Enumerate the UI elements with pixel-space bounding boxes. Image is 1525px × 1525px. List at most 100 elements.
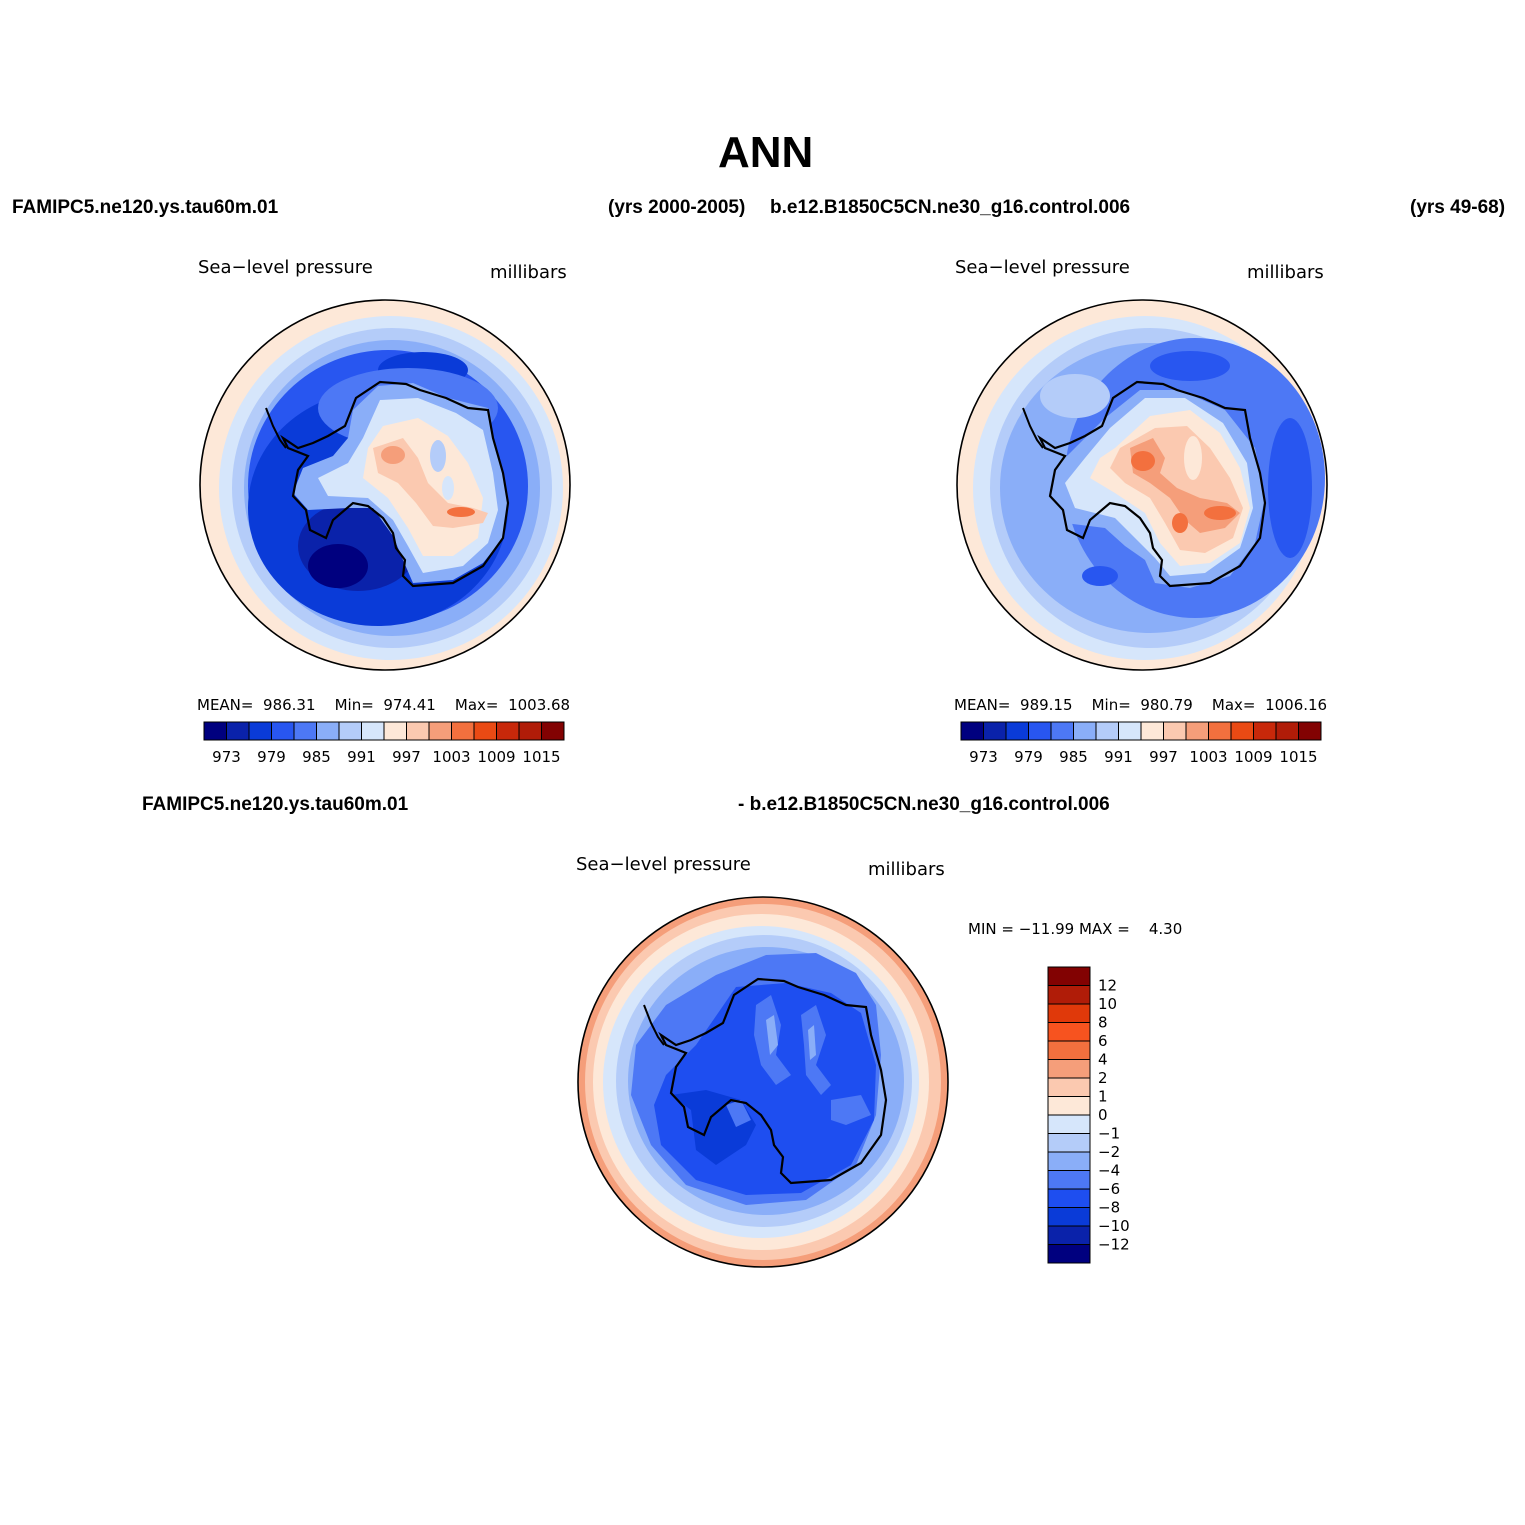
colorbar-swatch xyxy=(496,721,520,741)
colorbar-swatch xyxy=(1073,721,1097,741)
colorbar-tick-label: −2 xyxy=(1098,1143,1120,1161)
colorbar-swatch xyxy=(226,721,250,741)
colorbar-swatch xyxy=(541,721,565,741)
colorbar-tick-label: 1003 xyxy=(432,748,470,766)
colorbar-swatch xyxy=(1047,1207,1091,1227)
colorbar-tick-label: 979 xyxy=(257,748,286,766)
colorbar-tick-label: 2 xyxy=(1098,1069,1108,1087)
colorbar-tick-label: 1015 xyxy=(522,748,560,766)
colorbar-swatch xyxy=(361,721,385,741)
colorbar-swatch xyxy=(1047,1096,1091,1116)
colorbar-tick-label: 8 xyxy=(1098,1014,1108,1032)
colorbar-tick-label: 973 xyxy=(969,748,998,766)
colorbar-swatch xyxy=(1298,721,1322,741)
panel2-max: 1006.16 xyxy=(1265,696,1328,714)
colorbar-swatch xyxy=(1118,721,1142,741)
colorbar-tick-label: −1 xyxy=(1098,1125,1120,1143)
panel2-min-label: Min= xyxy=(1091,696,1131,714)
colorbar-swatch xyxy=(1047,1170,1091,1190)
antarctica-coastline-1 xyxy=(280,380,510,588)
colorbar-swatch xyxy=(1140,721,1164,741)
peninsula-coastline-1 xyxy=(265,407,287,449)
colorbar-swatch xyxy=(1253,721,1277,741)
colorbar-tick-label: −12 xyxy=(1098,1236,1130,1254)
colorbar-swatch xyxy=(1047,1077,1091,1097)
colorbar-swatch xyxy=(316,721,340,741)
colorbar-tick-label: 997 xyxy=(1149,748,1178,766)
panel3-stats: MIN = −11.99 MAX = 4.30 xyxy=(968,920,1183,938)
colorbar-swatch xyxy=(960,721,984,741)
colorbar-tick-label: 985 xyxy=(302,748,331,766)
case1-years: (yrs 2000-2005) xyxy=(608,197,746,218)
colorbar-swatch xyxy=(1050,721,1074,741)
colorbar-tick-label: 10 xyxy=(1098,995,1117,1013)
case2-name: b.e12.B1850C5CN.ne30_g16.control.006 xyxy=(770,197,1131,218)
antarctica-coastline-2 xyxy=(1037,380,1267,588)
colorbar-swatch xyxy=(271,721,295,741)
colorbar-tick-label: −10 xyxy=(1098,1217,1130,1235)
panel1-stats: MEAN= 986.31 Min= 974.41 Max= 1003.68 xyxy=(197,696,570,714)
colorbar-tick-label: 1 xyxy=(1098,1088,1108,1106)
colorbar-tick-label: 973 xyxy=(212,748,241,766)
panel2-stats: MEAN= 989.15 Min= 980.79 Max= 1006.16 xyxy=(954,696,1327,714)
colorbar-swatch xyxy=(1208,721,1232,741)
panel1-units: millibars xyxy=(490,262,567,283)
colorbar-tick-label: 979 xyxy=(1014,748,1043,766)
colorbar-swatch xyxy=(428,721,452,741)
colorbar-swatch xyxy=(1095,721,1119,741)
diff-case-right: - b.e12.B1850C5CN.ne30_g16.control.006 xyxy=(738,794,1110,815)
panel1-variable: Sea−level pressure xyxy=(198,257,373,278)
panel2-mean: 989.15 xyxy=(1020,696,1073,714)
colorbar-tick-label: −8 xyxy=(1098,1199,1120,1217)
colorbar-tick-label: 1015 xyxy=(1279,748,1317,766)
panel1-min-label: Min= xyxy=(334,696,374,714)
panel1-max-label: Max= xyxy=(454,696,499,714)
antarctica-coastline-3 xyxy=(658,977,888,1185)
peninsula-coastline-3 xyxy=(643,1004,665,1046)
colorbar-swatch xyxy=(1047,1022,1091,1042)
map-panel1 xyxy=(199,299,571,671)
colorbar-swatch xyxy=(383,721,407,741)
map-panel3 xyxy=(577,896,949,1268)
colorbar-swatch xyxy=(338,721,362,741)
colorbar-swatch xyxy=(1028,721,1052,741)
colorbar-swatch xyxy=(983,721,1007,741)
colorbar-swatch xyxy=(1047,1003,1091,1023)
colorbar-swatch xyxy=(1047,1114,1091,1134)
colorbar-swatch xyxy=(1005,721,1029,741)
colorbar-tick-label: 991 xyxy=(1104,748,1133,766)
colorbar-swatch xyxy=(473,721,497,741)
panel2-units: millibars xyxy=(1247,262,1324,283)
panel2-variable: Sea−level pressure xyxy=(955,257,1130,278)
colorbar-swatch xyxy=(451,721,475,741)
panel2-mean-label: MEAN= xyxy=(954,696,1011,714)
colorbar-tick-label: 1003 xyxy=(1189,748,1227,766)
peninsula-coastline-2 xyxy=(1022,407,1044,449)
colorbar-panel1: 973 979 985 991 997 1003 1009 1015 xyxy=(203,721,565,766)
colorbar-tick-label: 1009 xyxy=(1234,748,1272,766)
colorbar-swatch xyxy=(1275,721,1299,741)
case1-name: FAMIPC5.ne120.ys.tau60m.01 xyxy=(12,197,279,218)
colorbar-tick-label: 997 xyxy=(392,748,421,766)
colorbar-swatch xyxy=(1047,1225,1091,1245)
colorbar-swatch xyxy=(1047,1188,1091,1208)
panel1-mean: 986.31 xyxy=(263,696,316,714)
colorbar-tick-label: 985 xyxy=(1059,748,1088,766)
page-title: ANN xyxy=(718,128,814,177)
colorbar-tick-label: −4 xyxy=(1098,1162,1120,1180)
colorbar-swatch xyxy=(1185,721,1209,741)
colorbar-swatch xyxy=(1047,1244,1091,1264)
map-panel2 xyxy=(956,299,1328,671)
panel2-max-label: Max= xyxy=(1211,696,1256,714)
colorbar-swatch xyxy=(518,721,542,741)
colorbar-tick-label: 1009 xyxy=(477,748,515,766)
colorbar-tick-label: 12 xyxy=(1098,977,1117,995)
colorbar-swatch xyxy=(406,721,430,741)
colorbar-swatch xyxy=(1047,1133,1091,1153)
colorbar-tick-label: 4 xyxy=(1098,1051,1108,1069)
panel3-units: millibars xyxy=(868,859,945,880)
colorbar-swatch xyxy=(1047,1059,1091,1079)
colorbar-tick-label: 991 xyxy=(347,748,376,766)
colorbar-swatch xyxy=(1047,985,1091,1005)
